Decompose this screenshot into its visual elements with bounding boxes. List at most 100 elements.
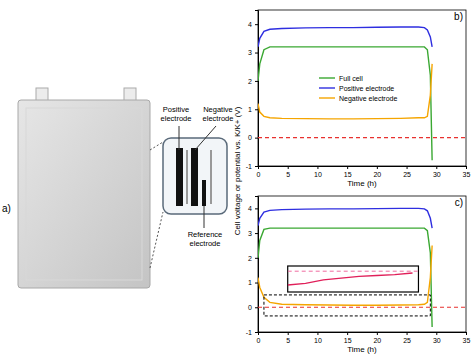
- label: Positiveelectrode: [161, 105, 192, 123]
- tick-mark: [255, 138, 258, 139]
- text-line: electrode: [190, 239, 221, 248]
- tick-mark: [317, 332, 318, 335]
- tick-mark: [347, 332, 348, 335]
- tick: 0: [248, 304, 258, 311]
- tick-label: 35: [463, 171, 471, 178]
- tick-label: 0: [248, 134, 252, 141]
- tick-mark: [255, 233, 258, 234]
- tick-mark: [466, 166, 467, 169]
- tick: 15: [344, 332, 352, 344]
- positive-bar: [176, 148, 183, 206]
- legend-label: Negative electrode: [339, 95, 397, 103]
- tick-label: 2: [248, 78, 252, 85]
- legend: Full cellPositive electrodeNegative elec…: [319, 75, 397, 103]
- tick-label: 10: [314, 171, 322, 178]
- tick: 30: [433, 166, 441, 178]
- tick-mark: [255, 307, 258, 308]
- reference-line: [258, 137, 466, 138]
- legend-swatch: [319, 87, 335, 88]
- panel-a: a)PositiveelectrodeNegativeelectrodeRefe…: [2, 88, 233, 288]
- tick: 0: [257, 332, 261, 344]
- tick: 1: [248, 279, 258, 286]
- tick-mark: [377, 332, 378, 335]
- axis-line: [255, 197, 259, 333]
- inset-plot: [288, 271, 419, 285]
- tick: 4: [248, 205, 258, 212]
- tick-label: 5: [286, 337, 290, 344]
- tick-mark: [255, 53, 258, 54]
- tick-label: 30: [433, 337, 441, 344]
- series-line: [258, 208, 432, 228]
- chart: 05101520253035-101234c)Time (h): [246, 196, 471, 354]
- tick-label: 25: [403, 337, 411, 344]
- pointer: [195, 126, 216, 150]
- series-line: [258, 64, 432, 119]
- tick: 5: [286, 332, 290, 344]
- tick: -1: [246, 329, 258, 336]
- reference-line: [258, 307, 466, 308]
- axis: -1 0 1 2 3 4: [246, 11, 259, 170]
- tick-label: 35: [463, 337, 471, 344]
- pouch-cell: [18, 100, 150, 288]
- x-axis-title: Time (h): [347, 179, 377, 188]
- tick-mark: [255, 283, 258, 284]
- tick-mark: [347, 166, 348, 169]
- tick: -1: [246, 163, 258, 170]
- tick: 35: [463, 166, 471, 178]
- zoom-line: [150, 142, 163, 150]
- tick: 3: [248, 49, 258, 56]
- legend-swatch: [319, 97, 335, 98]
- tick: 4: [248, 21, 258, 28]
- x-axis-title: Time (h): [347, 345, 377, 354]
- label: a): [2, 203, 11, 214]
- tick-label: 25: [403, 171, 411, 178]
- tick-label: 3: [248, 230, 252, 237]
- tick: 0: [248, 134, 258, 141]
- tick-label: 0: [257, 337, 261, 344]
- text-line: electrode: [203, 114, 234, 123]
- tick-mark: [255, 81, 258, 82]
- tick-label: -1: [246, 329, 252, 336]
- tick: 10: [314, 166, 322, 178]
- tick-label: 4: [248, 205, 252, 212]
- reference-bar: [202, 180, 206, 206]
- tick-label: 30: [433, 171, 441, 178]
- label: Referenceelectrode: [188, 230, 223, 248]
- tick: 1: [248, 106, 258, 113]
- axis-line: [255, 11, 259, 167]
- tick: 35: [463, 332, 471, 344]
- axis-line: [259, 167, 467, 170]
- tick-label: 20: [373, 337, 381, 344]
- tick-mark: [255, 109, 258, 110]
- inset-line: [288, 273, 413, 285]
- legend-label: Full cell: [339, 75, 363, 82]
- zoom-region: [264, 295, 430, 316]
- axis: -1 0 1 2 3 4: [246, 197, 259, 336]
- tick-label: 1: [248, 106, 252, 113]
- separator: [186, 150, 188, 204]
- tick-mark: [436, 166, 437, 169]
- series-line: [258, 245, 432, 305]
- tick-mark: [466, 332, 467, 335]
- tick: 5: [286, 166, 290, 178]
- tick-mark: [436, 332, 437, 335]
- tick-label: 2: [248, 255, 252, 262]
- axis-line: [259, 333, 467, 336]
- tick-label: 1: [248, 279, 252, 286]
- legend-swatch: [319, 77, 335, 78]
- tick: 25: [403, 332, 411, 344]
- negative-bar: [191, 148, 198, 206]
- tick-label: 3: [248, 49, 252, 56]
- tick-label: 15: [344, 171, 352, 178]
- chart: 0 5 10 15 20 25 30 35 -1 0 1 2 3 4 Full cellPositive e…: [233, 10, 470, 235]
- tick-label: 15: [344, 337, 352, 344]
- plot-frame: [258, 196, 466, 332]
- pointer: [179, 126, 180, 150]
- tick: 20: [373, 332, 381, 344]
- tick-mark: [255, 166, 258, 167]
- tick-mark: [255, 208, 258, 209]
- plot-area: [258, 208, 466, 327]
- inset-box: [288, 266, 419, 292]
- axis: 05101520253035: [257, 166, 471, 178]
- tick-label: 20: [373, 171, 381, 178]
